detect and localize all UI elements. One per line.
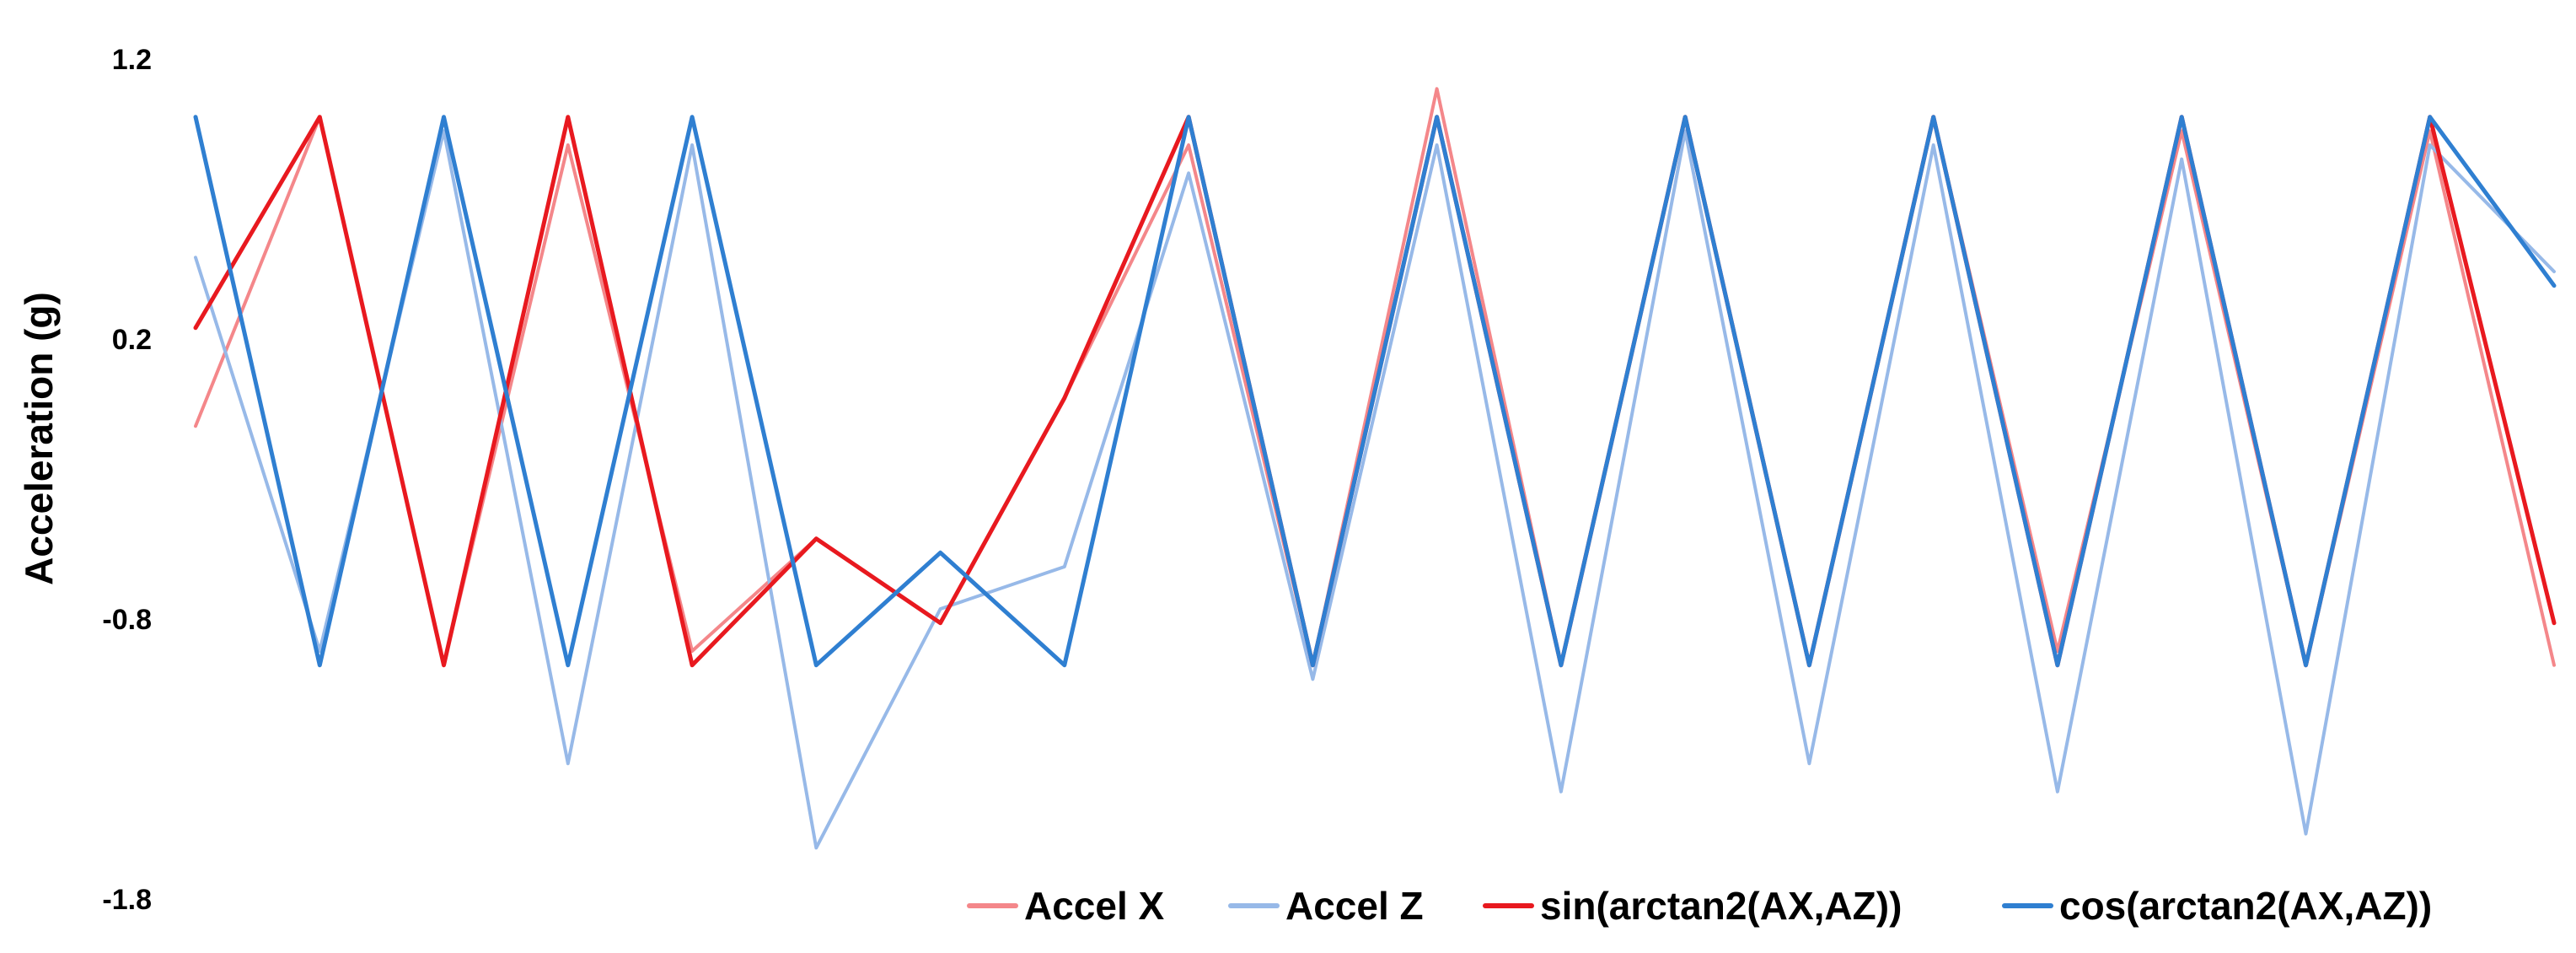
series-line-cos bbox=[193, 115, 2557, 668]
legend: Accel X Accel Z sin(arctan2(AX,AZ)) cos(… bbox=[967, 884, 2432, 928]
legend-label-accel-x: Accel X bbox=[1024, 884, 1165, 928]
y-tick-label-3: -1.8 bbox=[102, 884, 152, 916]
y-tick-label-0: 1.2 bbox=[112, 44, 152, 76]
series-line-accel-z bbox=[194, 129, 2556, 850]
legend-label-cos: cos(arctan2(AX,AZ)) bbox=[2059, 884, 2432, 928]
y-axis: 1.2 0.2 -0.8 -1.8 bbox=[102, 44, 152, 916]
y-tick-label-2: -0.8 bbox=[102, 604, 152, 636]
series-layer bbox=[193, 87, 2557, 850]
y-tick-label-1: 0.2 bbox=[112, 324, 152, 356]
legend-label-accel-z: Accel Z bbox=[1285, 884, 1424, 928]
y-axis-label: Acceleration (g) bbox=[17, 292, 61, 585]
legend-label-sin: sin(arctan2(AX,AZ)) bbox=[1540, 884, 1902, 928]
